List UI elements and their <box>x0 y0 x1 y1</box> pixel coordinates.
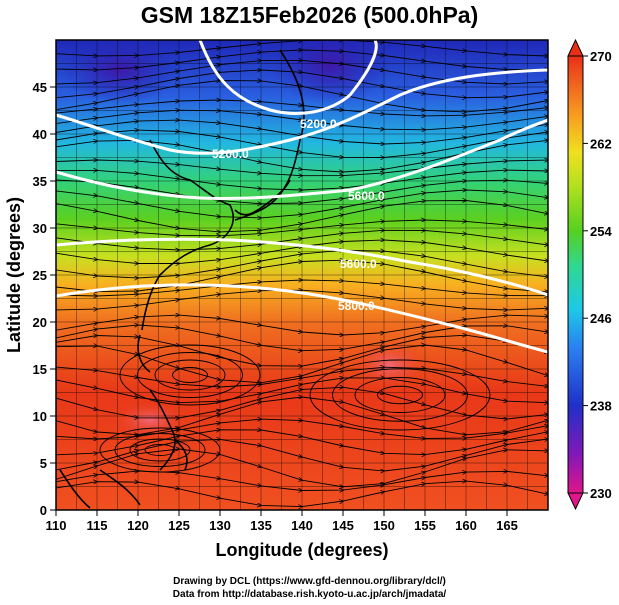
y-axis-label: Latitude (degrees) <box>4 197 24 353</box>
y-tick-label: 40 <box>33 127 47 142</box>
y-tick-label: 5 <box>40 456 47 471</box>
x-tick-label: 155 <box>414 518 436 533</box>
streamline-gyre <box>137 352 243 398</box>
y-tick-label: 30 <box>33 221 47 236</box>
streamline-gyre <box>354 377 446 413</box>
height-contours <box>56 40 548 354</box>
wind-streamlines <box>56 40 548 507</box>
coastlines <box>59 49 305 509</box>
streamline <box>56 481 548 507</box>
contour-5600-south <box>56 237 548 297</box>
warm-core <box>350 340 430 390</box>
colorbar-tick-label: 254 <box>590 224 612 239</box>
contour-label: 5600.0 <box>348 189 385 203</box>
x-axis-ticks: 110 115 120 125 130 135 140 145 150 155 160 165 <box>46 510 518 533</box>
streamline-gyre <box>144 444 176 456</box>
streamline-gyre <box>99 427 221 473</box>
x-tick-label: 165 <box>496 518 518 533</box>
colorbar-bar <box>567 55 584 494</box>
streamline-gyre <box>172 367 208 383</box>
streamline-gyre <box>332 368 468 422</box>
colorbar-tick-label: 262 <box>590 136 612 151</box>
plot-area: 5200.0 5200.0 5600.0 5600.0 5800.0 <box>56 40 548 510</box>
y-tick-label: 35 <box>33 174 47 189</box>
x-axis-label: Longitude (degrees) <box>215 540 388 560</box>
contour-5200-north <box>198 40 378 115</box>
streamline-gyre <box>114 433 206 467</box>
credit-drawing: Drawing by DCL (https://www.gfd-dennou.o… <box>173 576 446 587</box>
colorbar-tick-label: 238 <box>590 399 612 414</box>
y-tick-label: 25 <box>33 268 47 283</box>
contour-5400 <box>56 68 548 155</box>
y-tick-label: 15 <box>33 362 47 377</box>
colorbar-tick-label: 270 <box>590 49 612 64</box>
x-tick-label: 120 <box>127 518 149 533</box>
streamline-gyre <box>377 385 423 405</box>
contour-label: 5200.0 <box>212 147 249 161</box>
x-tick-label: 115 <box>87 518 108 533</box>
x-tick-label: 140 <box>291 518 313 533</box>
colorbar: 270 262 254 246 238 230 <box>567 38 612 511</box>
streamline-gyre <box>309 359 491 431</box>
contour-label: 5200.0 <box>300 117 337 131</box>
colorbar-tick-label: 246 <box>590 311 612 326</box>
credit-data: Data from http://database.rish.kyoto-u.a… <box>172 589 447 600</box>
contour-5800 <box>56 283 548 354</box>
colorbar-top-arrow <box>567 38 584 57</box>
y-tick-label: 20 <box>33 315 47 330</box>
x-tick-label: 130 <box>209 518 231 533</box>
x-tick-label: 125 <box>168 518 190 533</box>
x-tick-label: 145 <box>332 518 354 533</box>
streamline-gyre <box>119 344 261 406</box>
streamline-gyre <box>129 438 191 462</box>
contour-label: 5600.0 <box>340 257 377 271</box>
x-tick-label: 135 <box>250 518 272 533</box>
contour-label: 5800.0 <box>338 299 375 313</box>
y-axis-ticks: 0 5 10 15 20 25 30 35 40 45 <box>33 80 56 518</box>
contour-5600-north <box>56 118 548 200</box>
chart-title: GSM 18Z15Feb2026 (500.0hPa) <box>140 2 479 28</box>
x-tick-label: 110 <box>46 518 67 533</box>
y-tick-label: 10 <box>33 409 47 424</box>
x-tick-label: 150 <box>373 518 395 533</box>
y-tick-label: 45 <box>33 80 47 95</box>
colorbar-tick-label: 230 <box>590 486 612 501</box>
colorbar-bottom-arrow <box>567 492 584 511</box>
x-tick-label: 160 <box>455 518 477 533</box>
streamline-gyre <box>154 359 226 391</box>
y-tick-label: 0 <box>40 503 47 518</box>
